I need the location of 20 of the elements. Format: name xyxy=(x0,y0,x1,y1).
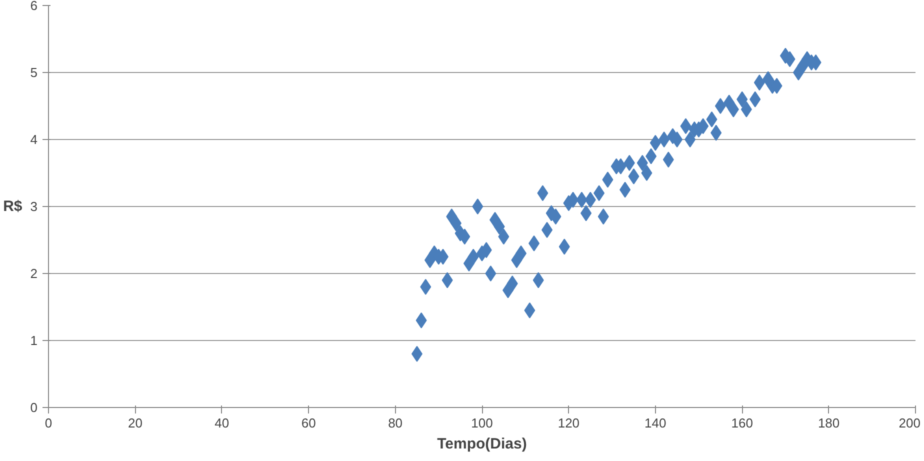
x-tick-label: 100 xyxy=(471,416,493,430)
y-tick-label: 1 xyxy=(30,333,38,348)
x-tick-label: 40 xyxy=(214,416,230,430)
x-tick-label: 20 xyxy=(128,416,142,430)
x-tick-label: 180 xyxy=(818,416,840,430)
x-tick-label: 0 xyxy=(44,416,52,430)
x-tick-label: 160 xyxy=(731,416,753,430)
y-tick-label: 6 xyxy=(30,0,38,13)
x-tick-label: 120 xyxy=(558,416,580,430)
x-tick-label: 200 xyxy=(898,416,921,430)
x-tick-label: 60 xyxy=(301,416,316,430)
x-tick-label: 80 xyxy=(388,416,403,430)
y-tick-label: 3 xyxy=(30,199,38,214)
y-axis-title: R$ xyxy=(3,198,23,215)
y-tick-label: 5 xyxy=(30,65,38,80)
y-tick-label: 0 xyxy=(30,400,38,415)
y-tick-label: 2 xyxy=(30,266,38,281)
y-tick-label: 4 xyxy=(30,132,38,147)
x-tick-label: 140 xyxy=(644,416,666,430)
x-axis-title: Tempo(Dias) xyxy=(437,436,527,452)
